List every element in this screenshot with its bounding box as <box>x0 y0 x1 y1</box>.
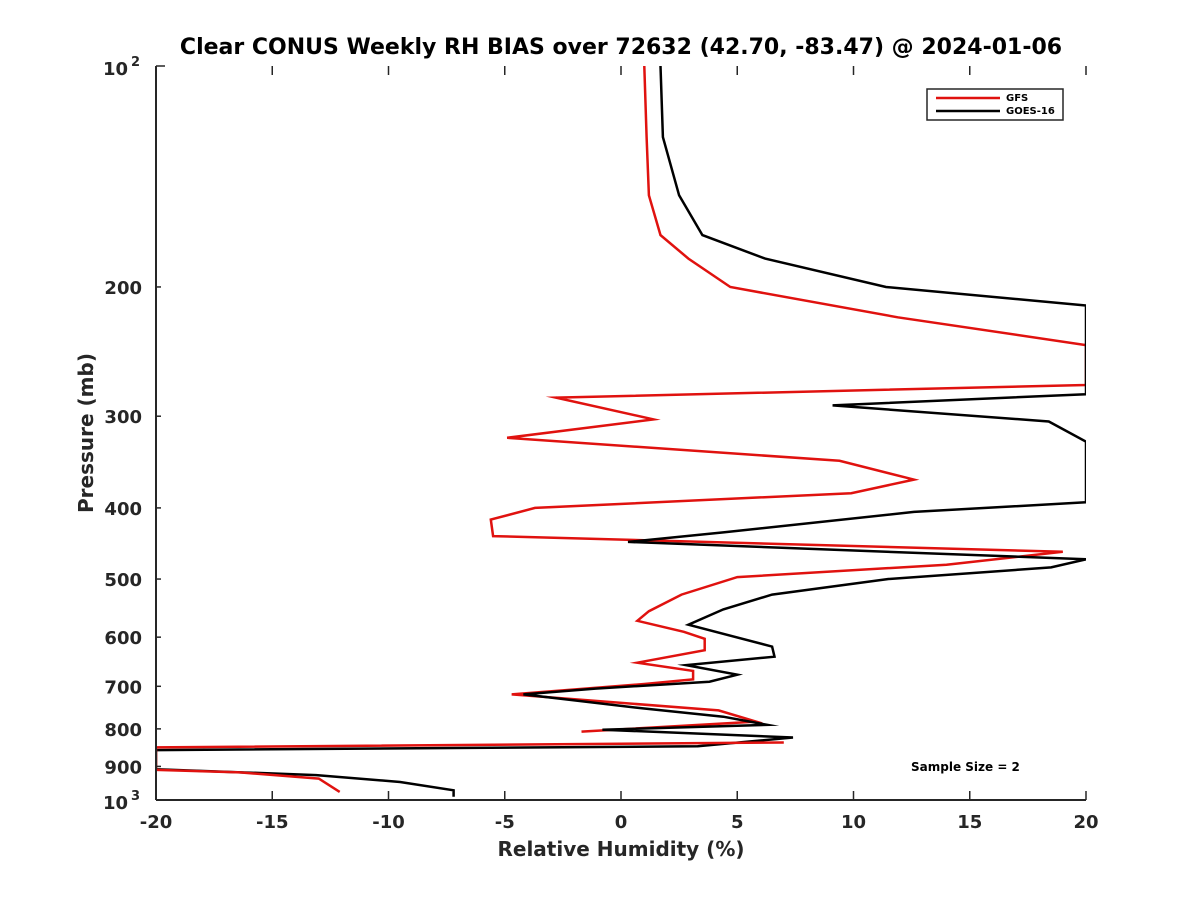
y-tick-label: 500 <box>104 570 142 591</box>
chart-title: Clear CONUS Weekly RH BIAS over 72632 (4… <box>180 35 1062 60</box>
y-tick-label: 200 <box>104 278 142 299</box>
series-line-goes16-1 <box>156 65 1086 797</box>
y-ticks: 200 300 400 500 600 700 800 900 <box>104 65 165 801</box>
legend: GFS GOES-16 <box>926 88 1064 121</box>
series-line-gfs-0 <box>489 65 1086 733</box>
legend-label-goes16: GOES-16 <box>1006 106 1055 117</box>
y-tick-label-100: 10 2 <box>103 55 140 80</box>
y-tick-exp-100: 2 <box>131 55 140 70</box>
x-tick-label: 5 <box>731 812 744 833</box>
y-tick-base-100: 10 <box>103 59 128 80</box>
sample-size-annotation: Sample Size = 2 <box>911 760 1020 774</box>
y-axis-label: Pressure (mb) <box>74 353 98 513</box>
x-tick-label: -10 <box>372 812 405 833</box>
y-tick-label: 800 <box>104 720 142 741</box>
x-ticks: -20 -15 -10 -5 0 5 10 15 20 <box>140 66 1099 833</box>
y-tick-label: 400 <box>104 499 142 520</box>
y-tick-label-1000: 10 3 <box>103 789 140 814</box>
y-tick-label: 300 <box>104 407 142 428</box>
x-tick-label: -5 <box>495 812 515 833</box>
series-line-gfs-2 <box>156 741 784 793</box>
y-tick-base-1000: 10 <box>103 793 128 814</box>
series-layer <box>156 65 1086 797</box>
x-tick-label: 15 <box>957 812 982 833</box>
legend-box <box>926 88 1064 121</box>
x-axis-label: Relative Humidity (%) <box>497 837 744 861</box>
y-tick-label: 600 <box>104 628 142 649</box>
x-tick-label: -15 <box>256 812 289 833</box>
x-tick-label: 10 <box>841 812 866 833</box>
x-tick-label: 20 <box>1073 812 1098 833</box>
y-tick-exp-1000: 3 <box>131 789 140 804</box>
legend-label-gfs: GFS <box>1006 93 1028 104</box>
x-tick-label: -20 <box>140 812 173 833</box>
x-tick-label: 0 <box>615 812 628 833</box>
y-tick-label: 700 <box>104 677 142 698</box>
y-tick-label: 900 <box>104 757 142 778</box>
